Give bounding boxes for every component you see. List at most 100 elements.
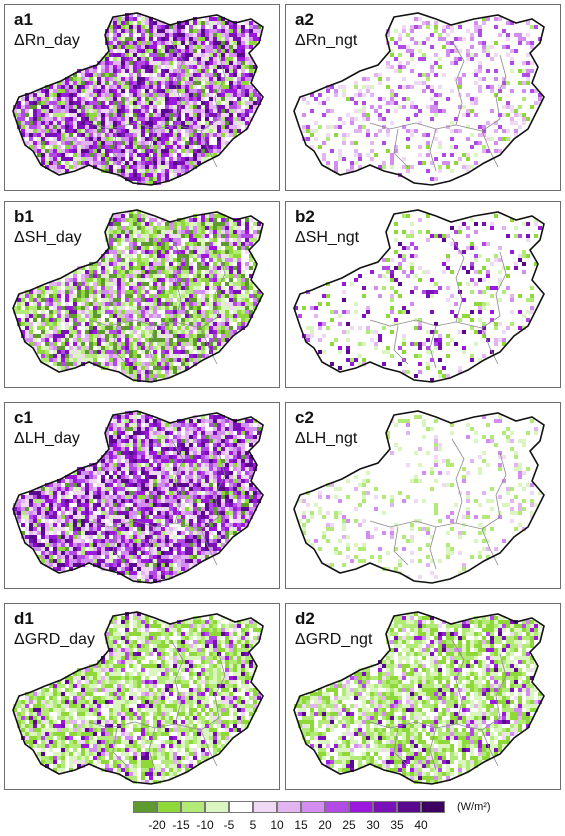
legend-tick-label: -5 (223, 818, 235, 832)
province-border (495, 653, 507, 719)
map-panel-d1: d1 ΔGRD_day (4, 603, 280, 790)
province-border (200, 729, 218, 767)
province-border (495, 251, 507, 317)
panel-id: d1 (14, 609, 34, 628)
legend-swatch (157, 801, 181, 813)
province-border (495, 54, 507, 120)
panel-title: ΔRn_day (14, 32, 80, 49)
province-border (148, 526, 156, 570)
province-border (148, 727, 156, 771)
map-svg (12, 611, 264, 785)
province-border (481, 130, 499, 168)
region-outline (12, 410, 264, 584)
province-border (429, 727, 437, 771)
province-border (369, 319, 417, 327)
province-border (393, 727, 409, 767)
legend-tick-label: 40 (414, 818, 428, 832)
province-border (393, 325, 409, 365)
province-border (112, 526, 128, 566)
map-svg (293, 410, 545, 584)
province-border (112, 325, 128, 365)
province-border (148, 325, 156, 369)
legend-unit: (W/m²) (457, 801, 491, 813)
province-border (369, 520, 417, 528)
legend-swatch (325, 801, 349, 813)
panel-id: a1 (14, 10, 33, 29)
province-border (369, 721, 417, 729)
legend-tick-label: 10 (270, 818, 284, 832)
province-border (481, 327, 499, 365)
province-border (451, 237, 465, 323)
province-border (214, 452, 226, 518)
province-border (429, 325, 437, 369)
map-panel-b1: b1 ΔSH_day (4, 201, 280, 388)
province-border (88, 122, 136, 130)
legend-swatch (301, 801, 325, 813)
province-border (481, 528, 499, 566)
legend-tick-label: -15 (172, 818, 190, 832)
raster-cells (302, 17, 542, 181)
panel-id: a2 (295, 10, 314, 29)
legend-swatch (181, 801, 205, 813)
province-border (214, 251, 226, 317)
region-outline (12, 12, 264, 186)
province-border (112, 727, 128, 767)
map-svg (293, 611, 545, 785)
province-border (214, 653, 226, 719)
province-border (214, 54, 226, 120)
raster-cells (13, 13, 261, 185)
province-border (495, 452, 507, 518)
raster-cells (294, 612, 542, 784)
province-border (170, 438, 184, 524)
map-svg (12, 12, 264, 186)
legend-swatch (133, 801, 157, 813)
region-outline (293, 209, 545, 383)
province-border (88, 520, 136, 528)
province-border (451, 639, 465, 725)
province-border (429, 526, 437, 570)
province-border (451, 40, 465, 126)
legend-tick-label: 20 (318, 818, 332, 832)
map-panel-b2: b2 ΔSH_ngt (285, 201, 561, 388)
panel-id: d2 (295, 609, 315, 628)
province-border (170, 237, 184, 323)
panel-id: b1 (14, 207, 34, 226)
province-border (200, 130, 218, 168)
map-panel-d2: d2 ΔGRD_ngt (285, 603, 561, 790)
region-outline (293, 12, 545, 186)
legend-tick-label: 30 (366, 818, 380, 832)
panel-id: c1 (14, 408, 33, 427)
legend-tick-label: 5 (249, 818, 257, 832)
legend-swatch (205, 801, 229, 813)
map-panel-c1: c1 ΔLH_day (4, 402, 280, 589)
legend-swatch (397, 801, 421, 813)
panel-id: c2 (295, 408, 314, 427)
region-outline (293, 410, 545, 584)
province-border (481, 729, 499, 767)
province-border (200, 528, 218, 566)
map-svg (12, 410, 264, 584)
legend-swatch (277, 801, 301, 813)
province-border (393, 128, 409, 168)
panel-title: ΔRn_ngt (295, 32, 358, 49)
legend-tick-label: 25 (342, 818, 356, 832)
legend-tick-label: -10 (196, 818, 214, 832)
map-panel-c2: c2 ΔLH_ngt (285, 402, 561, 589)
legend-swatch (349, 801, 373, 813)
panel-title: ΔGRD_ngt (295, 631, 373, 648)
panel-title: ΔSH_day (14, 229, 82, 246)
legend-swatch (253, 801, 277, 813)
province-border (88, 721, 136, 729)
region-outline (12, 611, 264, 785)
map-svg (12, 209, 264, 383)
panel-title: ΔSH_ngt (295, 229, 360, 246)
panel-title: ΔGRD_day (14, 631, 95, 648)
panel-title: ΔLH_day (14, 430, 80, 447)
legend-tick-label: 35 (390, 818, 404, 832)
region-outline (293, 611, 545, 785)
map-svg (293, 12, 545, 186)
legend-swatch (229, 801, 253, 813)
map-panel-a2: a2 ΔRn_ngt (285, 4, 561, 191)
province-border (429, 128, 437, 172)
province-border (451, 438, 465, 524)
